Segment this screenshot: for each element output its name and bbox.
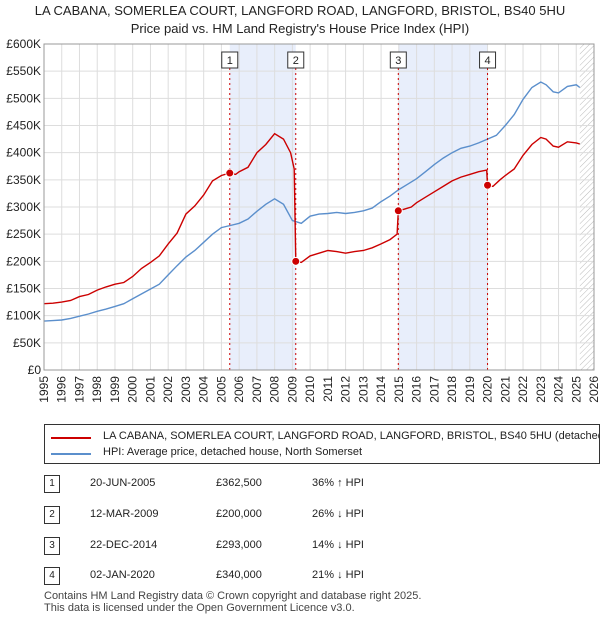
- x-tick-label: 2022: [516, 376, 530, 403]
- x-tick-label: 2001: [143, 376, 157, 403]
- y-tick-label: £450K: [6, 119, 41, 133]
- transaction-hpi: 14% ↓ HPI: [312, 539, 364, 551]
- legend-swatch-hpi: [51, 453, 91, 455]
- transaction-hpi: 26% ↓ HPI: [312, 508, 364, 520]
- marker-label: 1: [227, 55, 233, 67]
- transaction-date: 12-MAR-2009: [90, 508, 159, 520]
- x-tick-label: 2024: [552, 376, 566, 403]
- marker-box: [389, 51, 407, 69]
- y-tick-label: £150K: [6, 282, 41, 296]
- x-tick-label: 2018: [445, 376, 459, 403]
- x-tick-label: 2006: [232, 376, 246, 403]
- series-line-hpi: [43, 81, 581, 322]
- x-tick-label: 2025: [569, 376, 583, 403]
- x-tick-label: 1998: [90, 376, 104, 403]
- x-tick-label: 2011: [321, 376, 335, 402]
- x-tick-label: 1997: [72, 376, 86, 403]
- x-tick-label: 2008: [268, 376, 282, 403]
- marker-box: [221, 51, 239, 69]
- plot-frame: [43, 43, 595, 371]
- transaction-date: 02-JAN-2020: [90, 569, 155, 581]
- y-tick-label: £100K: [6, 309, 41, 323]
- x-tick-label: 2012: [339, 376, 353, 403]
- x-tick-label: 2021: [498, 376, 512, 403]
- x-tick-label: 2013: [356, 376, 370, 403]
- x-tick-label: 1999: [108, 376, 122, 403]
- marker-box: [479, 51, 497, 69]
- legend-swatch-property: [51, 437, 91, 439]
- transaction-price: £362,500: [216, 477, 262, 489]
- x-tick-label: 1996: [55, 376, 69, 403]
- x-tick-label: 2003: [179, 376, 193, 403]
- y-tick-label: £500K: [6, 91, 41, 105]
- y-tick-label: £600K: [6, 37, 41, 51]
- legend-label-hpi: HPI: Average price, detached house, Nort…: [103, 446, 363, 458]
- footer-licence: This data is licensed under the Open Gov…: [44, 602, 355, 614]
- sale-point: [483, 180, 493, 190]
- x-tick-label: 2019: [463, 376, 477, 403]
- x-tick-label: 2014: [374, 376, 388, 403]
- chart-subtitle: Price paid vs. HM Land Registry's House …: [130, 21, 470, 36]
- x-tick-label: 2007: [250, 376, 264, 403]
- footer-copyright: Contains HM Land Registry data © Crown c…: [44, 590, 422, 602]
- marker-label: 4: [484, 55, 490, 67]
- transaction-price: £200,000: [216, 508, 262, 520]
- series-line-property: [43, 132, 581, 305]
- x-tick-label: 2010: [303, 376, 317, 403]
- transaction-number: 1: [44, 475, 60, 493]
- x-tick-label: 2016: [410, 376, 424, 403]
- x-tick-label: 2004: [197, 376, 211, 403]
- x-tick-label: 1995: [37, 376, 51, 403]
- y-tick-label: £300K: [6, 200, 41, 214]
- transaction-number: 3: [44, 537, 60, 555]
- y-tick-label: £250K: [6, 227, 41, 241]
- transaction-date: 20-JUN-2005: [90, 477, 156, 489]
- y-tick-label: £550K: [6, 64, 41, 78]
- y-tick-label: £0: [28, 363, 42, 377]
- transaction-price: £293,000: [216, 539, 262, 551]
- transaction-hpi: 36% ↑ HPI: [312, 477, 364, 489]
- y-tick-label: £50K: [13, 336, 41, 350]
- transaction-date: 22-DEC-2014: [90, 539, 158, 551]
- y-tick-label: £400K: [6, 146, 41, 160]
- sale-point: [225, 168, 235, 178]
- y-tick-label: £200K: [6, 254, 41, 268]
- transaction-hpi: 21% ↓ HPI: [312, 569, 364, 581]
- transaction-number: 4: [44, 567, 60, 585]
- x-tick-label: 2017: [427, 376, 441, 403]
- x-tick-label: 2005: [214, 376, 228, 403]
- chart-title: LA CABANA, SOMERLEA COURT, LANGFORD ROAD…: [34, 3, 566, 18]
- legend: LA CABANA, SOMERLEA COURT, LANGFORD ROAD…: [44, 424, 600, 464]
- x-tick-label: 2009: [285, 376, 299, 403]
- x-tick-label: 2023: [534, 376, 548, 403]
- transaction-price: £340,000: [216, 569, 262, 581]
- x-tick-label: 2015: [392, 376, 406, 403]
- marker-label: 3: [395, 55, 401, 67]
- x-tick-label: 2026: [587, 376, 600, 403]
- transaction-number: 2: [44, 506, 60, 524]
- y-tick-label: £350K: [6, 173, 41, 187]
- x-tick-label: 2002: [161, 376, 175, 403]
- marker-box: [287, 51, 305, 69]
- sale-point: [291, 256, 301, 266]
- x-tick-label: 2020: [481, 376, 495, 403]
- x-tick-label: 2000: [126, 376, 140, 403]
- marker-label: 2: [293, 55, 299, 67]
- price-chart: 1 2 3 4 £0 £50K £100K £150K £200K £250K £300K £350…: [6, 37, 600, 403]
- sale-point: [393, 206, 403, 216]
- legend-label-property: LA CABANA, SOMERLEA COURT, LANGFORD ROAD…: [103, 430, 600, 442]
